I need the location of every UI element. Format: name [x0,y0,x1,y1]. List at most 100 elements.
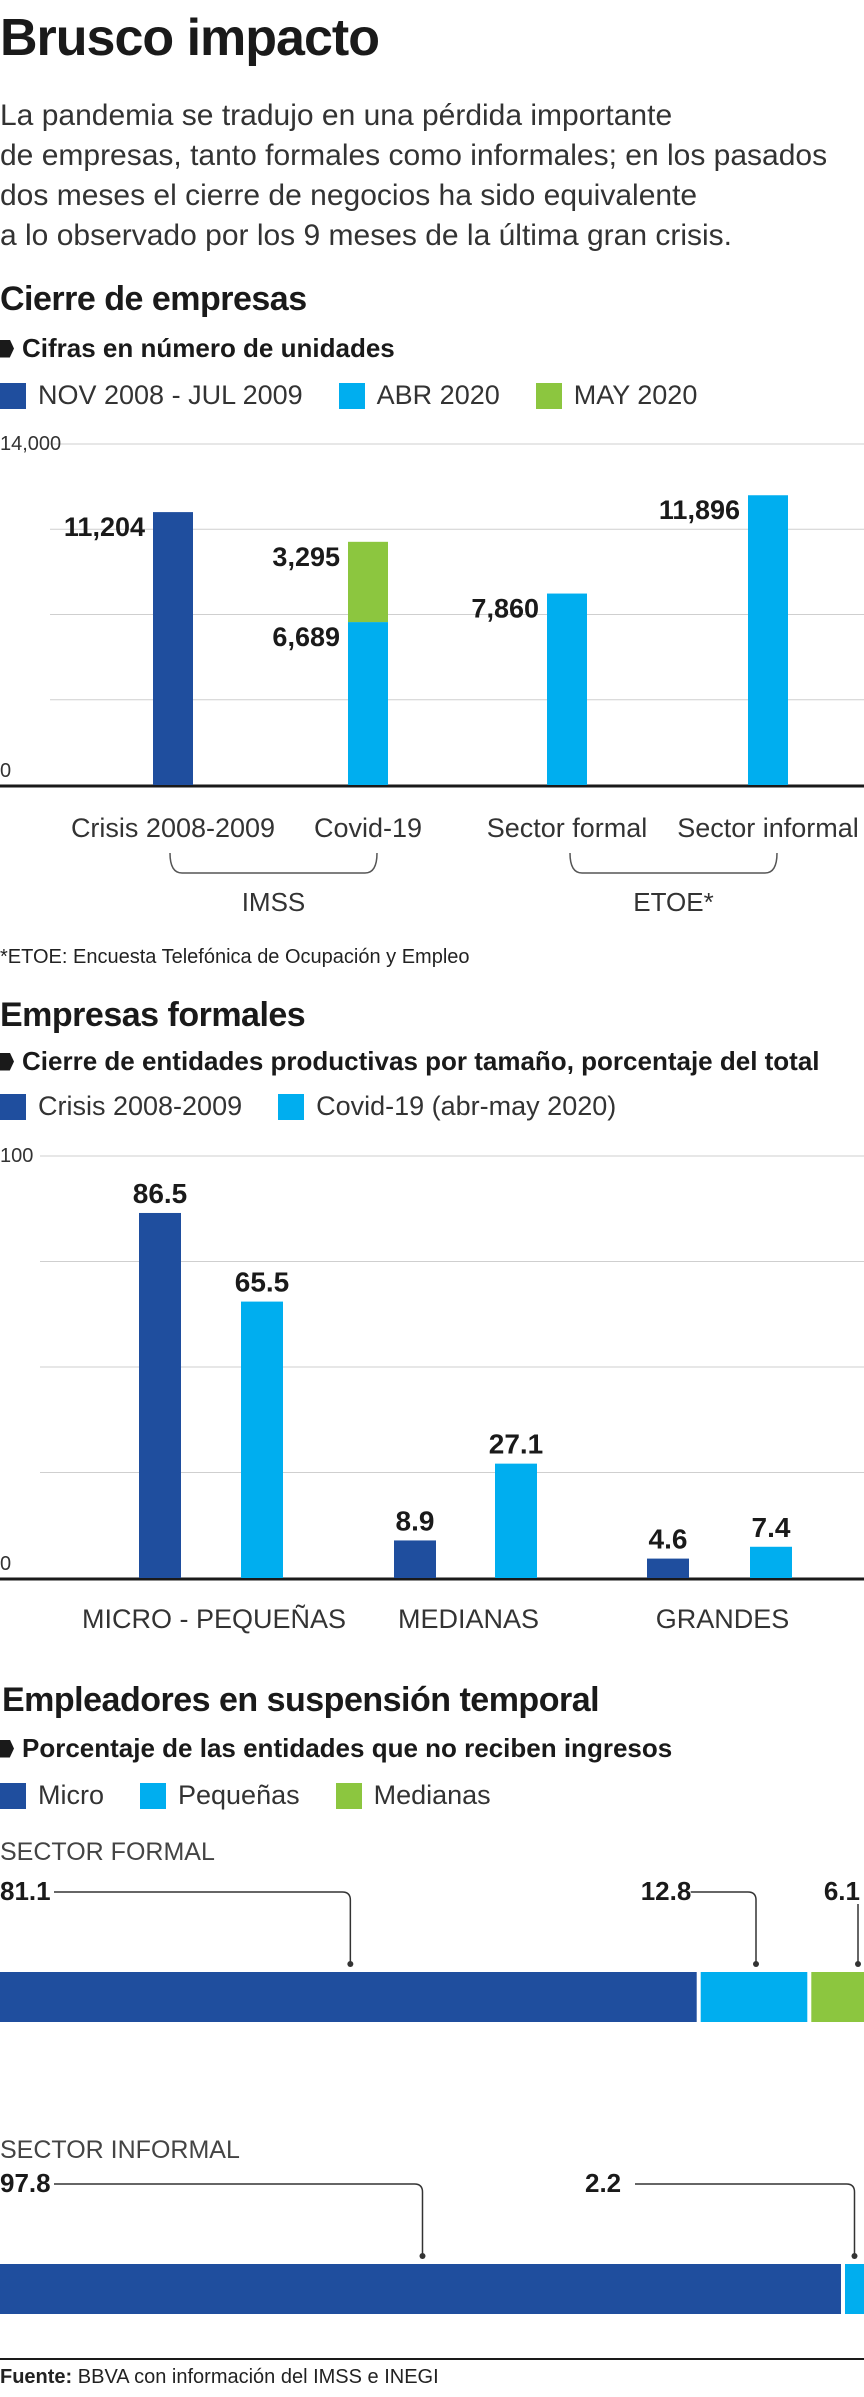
source-label: Fuente: [0,2366,73,2388]
sector-formal-label: SECTOR FORMAL [0,1838,215,1866]
y-tick-label: 100 [0,1145,33,1167]
section1-subheading-text: Cifras en número de unidades [22,333,395,363]
leader-dot [347,1961,354,1967]
data-label: 6,689 [272,622,340,652]
section2-heading: Empresas formales [0,996,306,1034]
legend-label: Medianas [373,1780,491,1810]
bar [811,1972,864,2022]
intro-line: dos meses el cierre de negocios ha sido … [0,179,698,212]
legend-label: ABR 2020 [376,380,500,410]
footer-divider [0,2358,864,2360]
legend-swatch [0,1782,26,1809]
intro-line: de empresas, tanto formales como informa… [0,139,828,172]
sector-informal-label: SECTOR INFORMAL [0,2136,240,2164]
tag-icon [0,1052,14,1071]
legend-swatch [0,1093,26,1120]
data-label: 4.6 [649,1524,688,1555]
tag-icon [0,1739,14,1758]
legend-item: Crisis 2008-2009 [0,1091,242,1122]
category-label: GRANDES [656,1604,790,1634]
page-title: Brusco impacto [0,9,380,67]
legend-swatch [535,382,562,409]
section2-legend: Crisis 2008-2009 Covid-19 (abr-may 2020) [0,1091,652,1122]
legend-item: Pequeñas [140,1780,300,1811]
data-label: 11,204 [64,512,145,542]
legend-label: NOV 2008 - JUL 2009 [38,380,303,410]
data-label: 3,295 [272,542,340,572]
data-label: 12.8 [641,1880,692,1906]
group-bracket [569,852,778,874]
intro-line: La pandemia se tradujo en una pérdida im… [0,99,673,132]
intro-line: a lo observado por los 9 meses de la últ… [0,219,733,252]
category-label: MICRO - PEQUEÑAS [82,1603,346,1634]
bar [647,1558,689,1578]
legend-item: NOV 2008 - JUL 2009 [0,380,303,411]
legend-label: Micro [38,1780,104,1810]
legend-swatch [278,1093,305,1120]
chart3-svg: 81.1 12.8 6.1 97.8 2.2 [0,1880,864,2314]
bar [700,1972,808,2022]
source-note: Fuente: BBVA con información del IMSS e … [0,2366,439,2389]
data-label: 86.5 [133,1178,188,1209]
leader-line [54,2183,424,2256]
bar [547,593,587,785]
source-text: BBVA con información del IMSS e INEGI [72,2366,439,2388]
legend-item: ABR 2020 [338,380,500,411]
leader-dot [419,2253,426,2259]
legend-label: MAY 2020 [573,380,698,410]
section2-subheading-text: Cierre de entidades productivas por tama… [22,1046,820,1076]
legend-item: Micro [0,1780,104,1811]
data-label: 11,896 [659,495,740,525]
legend-label: Covid-19 (abr-may 2020) [316,1091,617,1121]
bar [139,1212,181,1578]
section2-subheading: Cierre de entidades productivas por tama… [0,1046,820,1077]
chart1-svg: 14,000 0 Crisis 2008-2009 Covid-19 Sector f… [0,433,864,917]
legend-item: Medianas [335,1780,491,1811]
y-tick-label: 14,000 [0,433,61,455]
intro-text: La pandemia se tradujo en una pérdida im… [0,96,864,256]
legend-label: Pequeñas [178,1780,300,1810]
y-tick-label: 0 [0,760,11,782]
leader-dot [855,1961,861,1967]
legend-swatch [0,382,26,409]
legend-swatch [335,1782,362,1809]
category-label: Sector formal [487,813,648,843]
data-label: 8.9 [396,1505,435,1536]
tag-icon [0,339,14,358]
bar [0,2264,841,2314]
chart2-svg: 100 0 MICRO - PEQUEÑAS MEDIANAS GRANDES 86.… [0,1145,864,1634]
section3-subheading-text: Porcentaje de las entidades que no recib… [22,1733,673,1763]
legend-item: Covid-19 (abr-may 2020) [278,1091,616,1122]
bar [844,2264,864,2314]
section3-heading: Empleadores en suspensión temporal [2,1681,600,1719]
legend-swatch [140,1782,166,1809]
bar [348,622,388,785]
group-label: ETOE* [633,887,713,917]
bar [0,1972,697,2022]
data-label: 6.1 [824,1880,860,1906]
group-bracket [169,852,378,874]
bar [394,1540,436,1578]
data-label: 2.2 [585,2168,621,2198]
bar [495,1463,537,1578]
data-label: 7.4 [752,1512,791,1543]
legend-swatch [338,382,365,409]
footnote: *ETOE: Encuesta Telefónica de Ocupación … [0,946,470,968]
data-label: 65.5 [235,1267,290,1298]
bar [750,1546,792,1578]
category-label: Covid-19 [314,813,422,843]
bar [241,1301,283,1578]
category-label: MEDIANAS [398,1604,539,1634]
section3-subheading: Porcentaje de las entidades que no recib… [0,1733,672,1764]
group-label: IMSS [242,887,306,917]
data-label: 81.1 [0,1880,51,1906]
y-tick-label: 0 [0,1553,11,1575]
legend-item: MAY 2020 [535,380,698,411]
leader-dot [851,2253,858,2259]
leader-line [690,1891,757,1964]
section1-legend: NOV 2008 - JUL 2009 ABR 2020 MAY 2020 [0,380,733,411]
leader-dot [753,1961,759,1967]
legend-label: Crisis 2008-2009 [38,1091,243,1121]
bar [153,512,193,785]
leader-line [635,2183,856,2256]
